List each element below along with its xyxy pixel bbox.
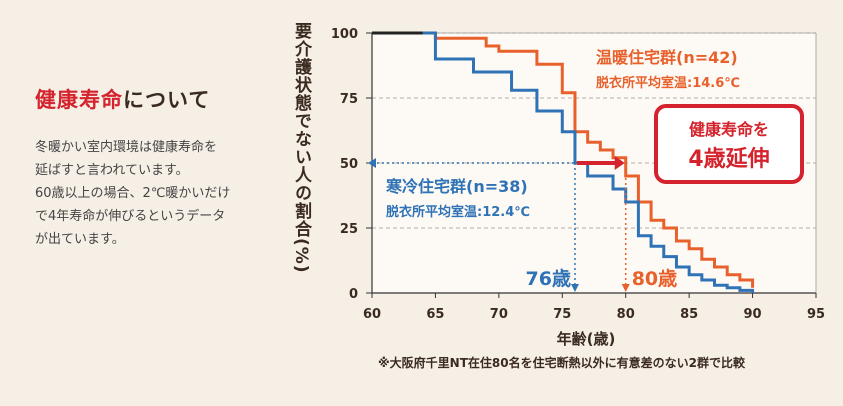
x-tick-label: 85 bbox=[680, 307, 698, 322]
cold-series-sub: 脱衣所平均室温:12.4℃ bbox=[386, 204, 530, 220]
x-tick-label: 80 bbox=[617, 307, 635, 322]
y-tick-label: 25 bbox=[340, 222, 358, 237]
age-80-label: 80歳 bbox=[632, 268, 677, 290]
x-tick-label: 70 bbox=[490, 307, 508, 322]
cold-housing-line bbox=[422, 31, 755, 293]
badge-line-1: 健康寿命を bbox=[689, 120, 769, 139]
cold-series-name: 寒冷住宅群(n=38) bbox=[385, 177, 528, 196]
desc-line: が出ています。 bbox=[35, 232, 125, 247]
heading-highlight: 健康寿命 bbox=[35, 88, 123, 112]
extension-badge bbox=[654, 104, 804, 184]
extension-arrow-head bbox=[614, 156, 625, 170]
section-heading: 健康寿命について bbox=[35, 84, 210, 114]
warm-drop-arrow bbox=[621, 284, 630, 292]
x-tick-label: 95 bbox=[807, 307, 825, 322]
cold-drop-arrow bbox=[570, 284, 579, 292]
x-axis-title: 年齢(歳) bbox=[557, 330, 616, 348]
warm-series-name: 温暖住宅群(n=42) bbox=[595, 48, 738, 67]
warm-series-sub: 脱衣所平均室温:14.6℃ bbox=[596, 75, 740, 91]
desc-line: で4年寿命が伸びるというデータ bbox=[35, 209, 226, 224]
age-76-label: 76歳 bbox=[526, 268, 571, 290]
desc-line: 60歳以上の場合、2℃暖かいだけ bbox=[35, 186, 231, 201]
badge-line-2: 4歳延伸 bbox=[688, 147, 769, 172]
y-axis-title: 要介護状態でない人の割合(%) bbox=[291, 22, 311, 274]
y-tick-label: 75 bbox=[340, 92, 358, 107]
x-tick-label: 90 bbox=[744, 307, 762, 322]
x-tick-label: 60 bbox=[363, 307, 381, 322]
footnote: ※大阪府千里NT在住80名を住宅断熱以外に有意差のない2群で比較 bbox=[378, 356, 745, 370]
description-text: 冬暖かい室内環境は健康寿命を 延ばすと言われています。 60歳以上の場合、2℃暖… bbox=[35, 136, 275, 251]
y-tick-label: 50 bbox=[340, 157, 358, 172]
warm-housing-line bbox=[422, 31, 755, 288]
y-tick-label: 0 bbox=[349, 287, 358, 302]
desc-line: 延ばすと言われています。 bbox=[35, 163, 189, 178]
desc-line: 冬暖かい室内環境は健康寿命を bbox=[35, 140, 218, 155]
cold-label-bg bbox=[384, 170, 552, 224]
x-tick-label: 75 bbox=[553, 307, 571, 322]
guide-arrow-head bbox=[368, 158, 376, 168]
y-tick-label: 100 bbox=[331, 27, 358, 42]
x-tick-label: 65 bbox=[426, 307, 444, 322]
heading-rest: について bbox=[123, 88, 211, 112]
